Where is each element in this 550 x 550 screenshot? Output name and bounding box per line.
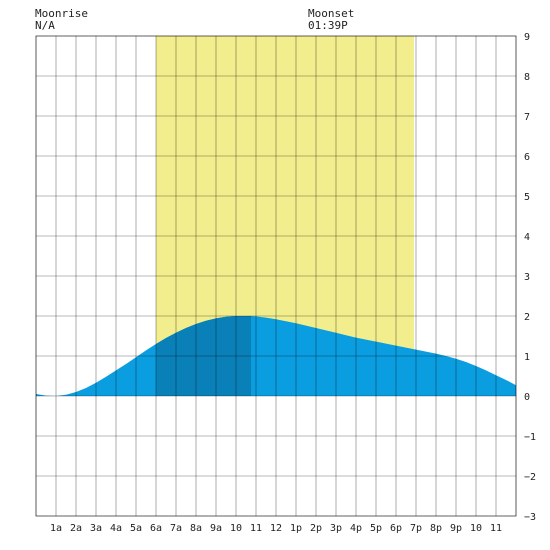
y-tick-label: 5 xyxy=(524,192,530,203)
x-tick-label: 8a xyxy=(190,523,202,534)
x-tick-label: 1p xyxy=(290,523,302,534)
y-tick-label: 4 xyxy=(524,232,530,243)
x-tick-label: 4p xyxy=(350,523,362,534)
y-tick-label: 6 xyxy=(524,152,530,163)
y-tick-label: −3 xyxy=(524,512,536,523)
grid-lines xyxy=(35,35,517,517)
moonrise-value: N/A xyxy=(35,19,55,32)
y-tick-label: −2 xyxy=(524,472,536,483)
x-tick-label: 4a xyxy=(110,523,122,534)
x-tick-label: 3p xyxy=(330,523,342,534)
y-tick-label: −1 xyxy=(524,432,536,443)
x-tick-label: 8p xyxy=(430,523,442,534)
x-tick-label: 9p xyxy=(450,523,462,534)
y-tick-label: 0 xyxy=(524,392,530,403)
moonset-value: 01:39P xyxy=(308,19,348,32)
x-tick-label: 5p xyxy=(370,523,382,534)
x-tick-label: 11 xyxy=(490,523,502,534)
y-tick-label: 9 xyxy=(524,32,530,43)
x-tick-label: 7p xyxy=(410,523,422,534)
x-tick-label: 1a xyxy=(50,523,62,534)
x-tick-label: 6p xyxy=(390,523,402,534)
x-tick-label: 7a xyxy=(170,523,182,534)
x-tick-label: 11 xyxy=(250,523,262,534)
x-tick-label: 12 xyxy=(270,523,282,534)
y-tick-label: 8 xyxy=(524,72,530,83)
y-tick-labels: 9 8 7 6 5 4 3 2 1 0 −1 −2 −3 xyxy=(524,32,536,523)
x-tick-label: 5a xyxy=(130,523,142,534)
y-tick-label: 7 xyxy=(524,112,530,123)
x-tick-label: 10 xyxy=(470,523,482,534)
x-tick-label: 3a xyxy=(90,523,102,534)
x-tick-label: 9a xyxy=(210,523,222,534)
y-tick-label: 1 xyxy=(524,352,530,363)
y-tick-label: 3 xyxy=(524,272,530,283)
plot-border xyxy=(35,35,517,517)
moonrise-label: Moonrise xyxy=(35,7,88,20)
x-tick-label: 6a xyxy=(150,523,162,534)
x-tick-labels: 1a 2a 3a 4a 5a 6a 7a 8a 9a 10 11 12 1p 2p 3p 4p 5p 6p 7p 8p… xyxy=(50,523,502,534)
y-tick-label: 2 xyxy=(524,312,530,323)
x-tick-label: 10 xyxy=(230,523,242,534)
moonset-label: Moonset xyxy=(308,7,355,20)
x-tick-label: 2p xyxy=(310,523,322,534)
x-tick-label: 2a xyxy=(70,523,82,534)
